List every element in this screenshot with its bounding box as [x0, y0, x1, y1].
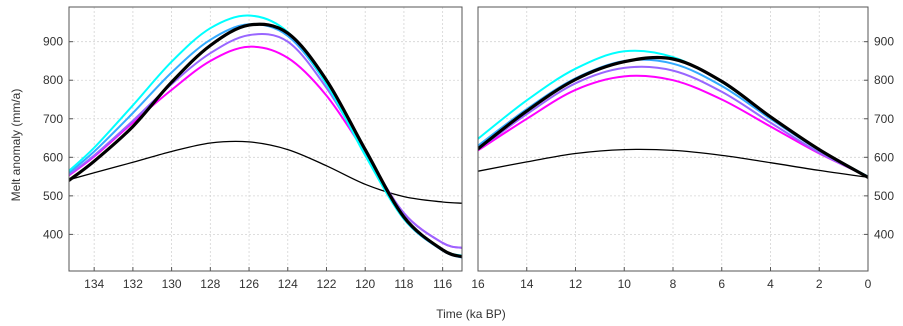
y-tick-label: 700: [874, 112, 894, 126]
series-line-1: [69, 140, 462, 204]
y-tick-label: 500: [874, 189, 894, 203]
x-tick-label: 116: [433, 277, 452, 291]
series-line-3: [478, 65, 868, 178]
x-tick-label: 4: [767, 277, 774, 291]
y-tick-label: 700: [43, 112, 63, 126]
series-line-1: [478, 148, 868, 178]
x-tick-label: 16: [471, 277, 485, 291]
y-tick-label: 600: [874, 150, 894, 164]
y-tick-label: 800: [43, 73, 63, 87]
right-panel: 16 14 12 10 8 6 4 2 0 400 500 600 700 800 900: [471, 6, 894, 291]
y-tick-label: 900: [43, 35, 63, 49]
x-tick-label: 132: [123, 277, 143, 291]
x-tick-label: 124: [278, 277, 298, 291]
y-tick-label: 900: [874, 35, 894, 49]
x-tick-label: 120: [355, 277, 375, 291]
y-tick-label: 400: [43, 227, 63, 241]
x-tick-label: 6: [718, 277, 725, 291]
x-axis-label: Time (ka BP): [436, 307, 506, 321]
x-tick-label: 14: [520, 277, 534, 291]
series-line-6: [69, 22, 462, 259]
y-tick-label: 400: [874, 227, 894, 241]
y-axis-label: Melt anomaly (mm/a): [9, 89, 23, 202]
x-tick-label: 122: [316, 277, 336, 291]
x-tick-label: 130: [162, 277, 182, 291]
y-tick-label: 800: [874, 73, 894, 87]
x-tick-label: 10: [618, 277, 632, 291]
series-line-4: [69, 23, 462, 259]
series-line-2: [478, 74, 868, 178]
x-tick-label: 126: [239, 277, 259, 291]
series-group: [478, 49, 868, 179]
x-tick-label: 12: [569, 277, 583, 291]
y-tick-label: 600: [43, 150, 63, 164]
series-line-6: [478, 55, 868, 179]
x-tick-label: 118: [394, 277, 413, 291]
x-tick-label: 134: [84, 277, 104, 291]
series-line-5: [69, 14, 462, 257]
x-tick-label: 2: [816, 277, 823, 291]
series-group: [69, 14, 462, 259]
x-tick-label: 8: [670, 277, 677, 291]
x-tick-label: 128: [200, 277, 220, 291]
plot-frame: [68, 6, 463, 272]
left-panel: Melt anomaly (mm/a) 134 132 130 128 126 124 12…: [9, 6, 463, 291]
x-tick-label: 0: [865, 277, 872, 291]
y-tick-label: 500: [43, 189, 63, 203]
series-line-3: [69, 33, 462, 249]
